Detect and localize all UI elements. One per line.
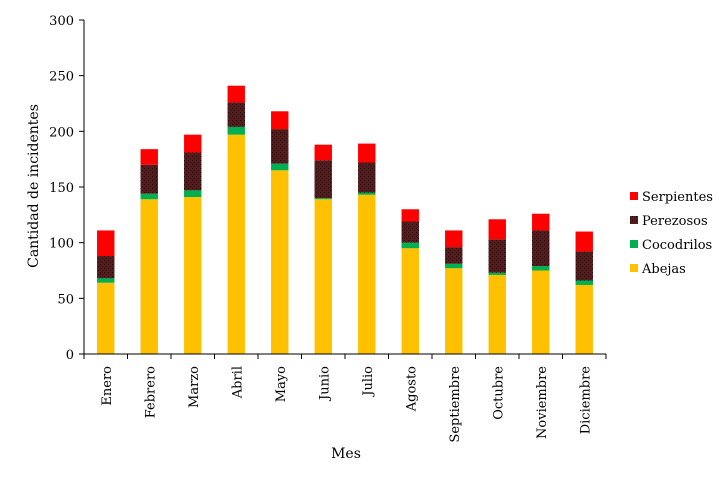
bar-serpientes-enero [97, 230, 115, 257]
bar-cocodrilos-julio [358, 192, 376, 195]
x-tick-label-noviembre: Noviembre [535, 366, 550, 439]
bar-serpientes-octubre [488, 219, 506, 240]
y-tick-label: 250 [49, 70, 74, 85]
bar-cocodrilos-junio [314, 198, 332, 200]
legend: Serpientes Perezosos Cocodrilos Abejas [630, 190, 713, 277]
x-tick-label-julio: Julio [361, 366, 376, 398]
y-tick-label: 0 [66, 348, 74, 363]
bar-perezosos-octubre [488, 239, 506, 273]
bar-abejas-febrero [140, 199, 158, 354]
bar-cocodrilos-abril [227, 126, 245, 135]
bar-cocodrilos-noviembre [532, 266, 550, 271]
bar-abejas-julio [358, 194, 376, 354]
x-tick-label-septiembre: Septiembre [448, 366, 463, 443]
legend-swatch-cocodrilos [630, 240, 638, 248]
bar-perezosos-abril [227, 102, 245, 127]
x-tick-label-febrero: Febrero [143, 366, 158, 418]
bar-cocodrilos-enero [97, 278, 115, 283]
bar-abejas-mayo [271, 170, 289, 354]
bar-abejas-septiembre [445, 268, 463, 354]
bar-perezosos-agosto [401, 221, 419, 243]
legend-label-cocodrilos: Cocodrilos [642, 238, 712, 253]
axes-group [83, 20, 606, 355]
bar-cocodrilos-marzo [184, 190, 202, 198]
x-tick-label-agosto: Agosto [404, 366, 419, 412]
bar-cocodrilos-agosto [401, 242, 419, 249]
bar-cocodrilos-octubre [488, 272, 506, 275]
bar-serpientes-diciembre [575, 231, 593, 252]
ticks-group: 0 50 100 150 200 250 300 Enero Febrero Marzo Abril… [49, 14, 607, 443]
bar-abejas-agosto [401, 248, 419, 354]
x-tick-label-octubre: Octubre [491, 366, 506, 420]
bar-serpientes-septiembre [445, 230, 463, 248]
bars-group [97, 85, 593, 354]
bar-serpientes-abril [227, 85, 245, 103]
x-tick-label-abril: Abril [230, 366, 245, 399]
bar-perezosos-febrero [140, 164, 158, 194]
x-tick-label-mayo: Mayo [274, 366, 289, 402]
legend-label-abejas: Abejas [641, 262, 686, 277]
bar-serpientes-junio [314, 144, 332, 161]
bar-perezosos-marzo [184, 152, 202, 191]
bar-abejas-marzo [184, 197, 202, 354]
legend-label-serpientes: Serpientes [642, 190, 713, 205]
bar-abejas-octubre [488, 274, 506, 354]
bar-abejas-abril [227, 134, 245, 354]
bar-perezosos-diciembre [575, 251, 593, 281]
y-tick-label: 50 [57, 292, 74, 307]
x-tick-label-enero: Enero [100, 366, 115, 406]
bar-cocodrilos-mayo [271, 163, 289, 171]
x-tick-label-junio: Junio [317, 366, 332, 402]
y-tick-label: 100 [49, 237, 74, 252]
bar-abejas-enero [97, 282, 115, 354]
x-tick-label-marzo: Marzo [187, 366, 202, 408]
bar-cocodrilos-diciembre [575, 280, 593, 285]
bar-serpientes-marzo [184, 134, 202, 153]
bar-abejas-diciembre [575, 284, 593, 354]
bar-perezosos-julio [358, 162, 376, 193]
x-axis-title: Mes [331, 446, 361, 462]
bar-serpientes-mayo [271, 111, 289, 130]
bar-perezosos-septiembre [445, 247, 463, 264]
y-tick-label: 300 [49, 14, 74, 29]
bar-cocodrilos-septiembre [445, 263, 463, 269]
bar-cocodrilos-febrero [140, 193, 158, 200]
legend-swatch-perezosos [630, 216, 638, 224]
bar-perezosos-enero [97, 256, 115, 279]
bar-perezosos-junio [314, 160, 332, 199]
bar-perezosos-noviembre [532, 230, 550, 267]
legend-swatch-abejas [630, 264, 638, 272]
bar-serpientes-julio [358, 143, 376, 163]
bar-perezosos-mayo [271, 129, 289, 164]
bar-serpientes-febrero [140, 149, 158, 165]
y-axis-title: Cantidad de incidentes [26, 104, 42, 268]
bar-serpientes-noviembre [532, 213, 550, 231]
legend-label-perezosos: Perezosos [642, 214, 708, 229]
bar-abejas-noviembre [532, 270, 550, 354]
bar-serpientes-agosto [401, 209, 419, 222]
y-tick-label: 150 [49, 181, 74, 196]
x-tick-label-diciembre: Diciembre [578, 366, 593, 435]
legend-swatch-serpientes [630, 192, 638, 200]
bar-abejas-junio [314, 199, 332, 354]
y-tick-label: 200 [49, 125, 74, 140]
